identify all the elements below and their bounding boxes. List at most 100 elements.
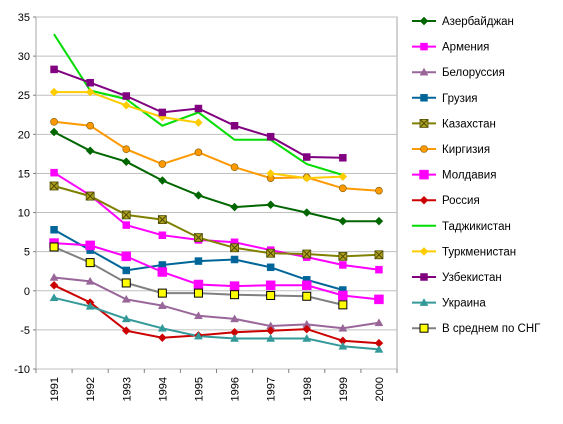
data-point <box>194 257 203 265</box>
data-point-cross <box>194 233 203 242</box>
legend-label: Туркменистан <box>442 246 516 258</box>
legend-marker <box>419 298 429 306</box>
data-point <box>193 288 203 298</box>
data-point <box>85 146 95 156</box>
data-point <box>85 258 95 268</box>
y-tick-label: 15 <box>18 168 30 180</box>
data-point <box>230 163 239 171</box>
data-point <box>374 344 384 353</box>
series-line <box>53 185 379 258</box>
data-point <box>375 186 383 195</box>
legend-label: Таджикистан <box>442 221 511 233</box>
data-point <box>194 311 203 320</box>
data-point <box>157 301 167 309</box>
series-line <box>53 120 379 192</box>
data-point <box>158 160 167 168</box>
data-point <box>266 132 275 141</box>
data-point <box>121 294 131 303</box>
data-point <box>230 290 240 300</box>
data-point <box>85 240 95 251</box>
data-point <box>122 266 130 275</box>
data-point <box>338 216 348 226</box>
data-point <box>50 65 58 74</box>
x-tick-label: 1993 <box>121 377 133 401</box>
legend-marker <box>420 273 428 281</box>
data-point <box>121 314 131 323</box>
data-point-cross <box>230 243 239 253</box>
data-point <box>374 294 384 305</box>
data-point <box>339 261 347 269</box>
data-point <box>338 172 348 181</box>
legend-marker <box>419 323 429 333</box>
data-point <box>157 288 167 298</box>
data-point <box>157 176 167 185</box>
data-point-cross <box>49 181 59 191</box>
x-tick-label: 1994 <box>157 377 169 401</box>
data-point <box>49 293 59 302</box>
data-point-cross <box>121 210 131 220</box>
legend-marker-cross <box>419 119 429 128</box>
data-point <box>374 318 384 327</box>
legend-label: В среднем по СНГ <box>442 323 541 335</box>
data-point <box>49 127 59 137</box>
data-point <box>338 290 348 301</box>
data-point <box>338 341 348 350</box>
data-point <box>265 280 276 291</box>
data-point <box>49 272 59 281</box>
series-line <box>53 33 344 176</box>
data-point <box>194 331 203 340</box>
data-point <box>121 251 131 262</box>
data-point <box>302 324 312 334</box>
legend-label: Молдавия <box>442 170 496 182</box>
data-point <box>230 202 239 212</box>
data-point <box>266 263 275 272</box>
series-line <box>53 276 380 330</box>
data-point <box>121 101 131 110</box>
data-point <box>266 290 276 300</box>
x-tick-label: 1998 <box>302 377 314 401</box>
data-point <box>122 145 131 153</box>
series-line <box>53 284 379 345</box>
x-tick-label: 1995 <box>193 377 205 401</box>
data-point <box>49 242 59 252</box>
x-tick-label: 2000 <box>374 377 386 401</box>
data-point <box>86 78 94 87</box>
data-point <box>194 118 203 127</box>
data-point <box>303 153 311 161</box>
data-point <box>85 301 95 310</box>
x-tick-label: 1996 <box>230 377 242 401</box>
y-tick-label: 25 <box>18 90 30 102</box>
data-point <box>157 333 167 343</box>
data-point <box>194 104 203 113</box>
data-point <box>50 168 58 177</box>
y-tick-label: -10 <box>14 364 30 376</box>
legend-label: Азербайджан <box>442 16 514 28</box>
data-point <box>266 169 276 178</box>
legend-label: Россия <box>442 195 480 207</box>
x-tick-label: 1999 <box>338 377 350 401</box>
data-point <box>230 333 239 342</box>
data-point <box>121 326 131 336</box>
legend-marker <box>420 145 428 153</box>
y-tick-label: 0 <box>24 286 30 298</box>
data-point <box>302 291 312 301</box>
data-point <box>266 200 276 210</box>
data-point <box>49 87 59 97</box>
data-point <box>50 118 58 126</box>
data-point <box>86 121 94 130</box>
series-line <box>53 131 379 223</box>
data-point <box>374 216 384 226</box>
legend-label: Украина <box>442 298 486 310</box>
y-tick-label: 5 <box>24 247 30 259</box>
data-point <box>375 265 383 274</box>
data-point <box>50 226 58 234</box>
data-point <box>158 231 167 239</box>
data-point <box>49 280 59 290</box>
data-point-cross <box>338 252 348 261</box>
data-point <box>230 121 239 130</box>
y-tick-label: 10 <box>18 208 30 220</box>
data-point <box>302 280 312 291</box>
data-point-cross <box>374 250 384 260</box>
data-point <box>121 278 131 288</box>
